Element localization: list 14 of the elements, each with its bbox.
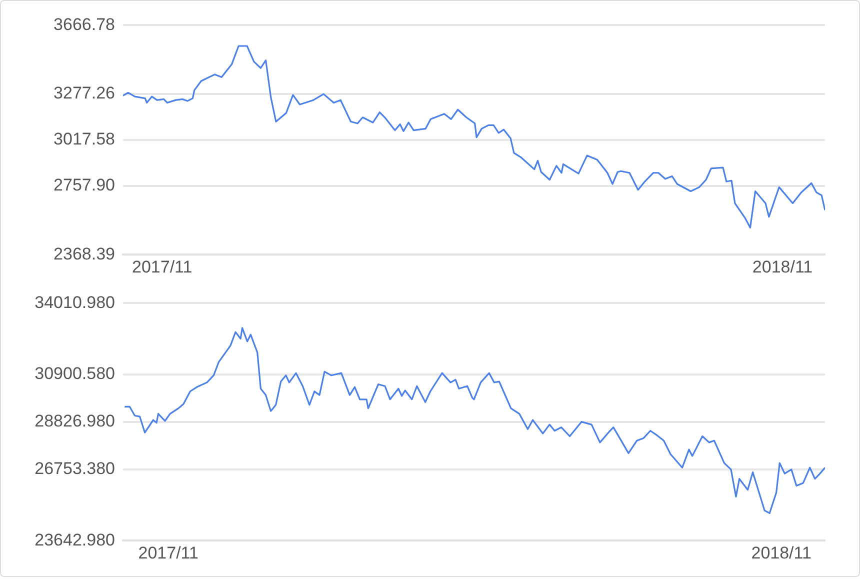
y-tick-label: 30900.580 [34,364,115,384]
y-tick-label: 34010.980 [34,292,115,312]
y-tick-label: 2757.90 [54,175,115,194]
y-tick-label: 2368.39 [54,244,115,264]
y-tick-label: 3666.78 [54,14,115,34]
x-tick-label: 2018/11 [752,257,813,276]
y-tick-label: 28826.980 [34,412,115,431]
x-tick-label: 2018/11 [751,543,812,562]
y-tick-label: 3277.26 [54,84,115,103]
y-tick-label: 3017.58 [54,130,115,149]
x-tick-label: 2017/11 [132,257,192,276]
x-tick-label: 2017/11 [138,543,198,562]
y-tick-label: 26753.380 [34,459,115,478]
y-tick-label: 23642.980 [34,530,115,550]
